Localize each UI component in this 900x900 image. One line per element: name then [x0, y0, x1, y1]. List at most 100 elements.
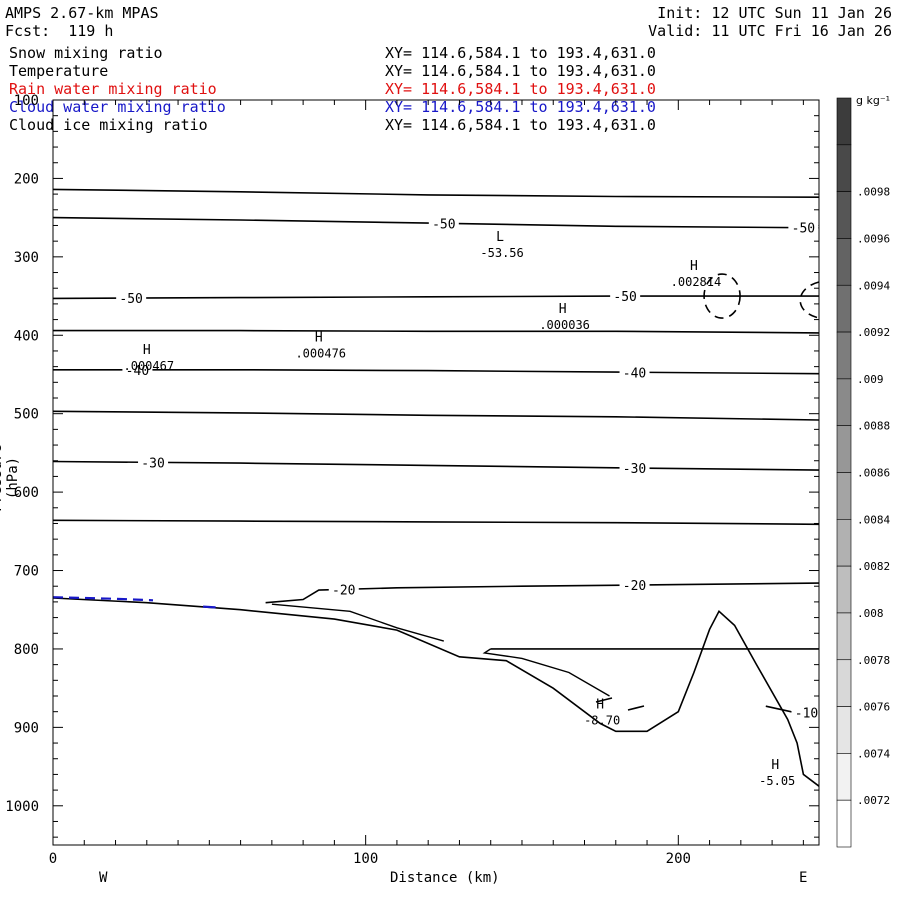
- extremum-value: -8.70: [584, 713, 620, 727]
- init-time: Init: 12 UTC Sun 11 Jan 26: [657, 4, 892, 22]
- extremum-kind: H: [596, 697, 604, 712]
- isotherm-label: -20: [332, 583, 355, 598]
- isotherm-line: [52, 295, 819, 300]
- colorbar-bin: [836, 238, 852, 286]
- colorbar-bin: [836, 706, 852, 754]
- field-xy-range: XY= 114.6,584.1 to 193.4,631.0: [385, 80, 656, 98]
- colorbar-bin: [836, 612, 852, 661]
- colorbar-label: .008: [857, 607, 884, 620]
- y-tick-label: 200: [14, 171, 39, 187]
- y-tick-label: 1000: [5, 799, 39, 815]
- colorbar-label: .0092: [857, 326, 890, 339]
- y-tick-label: 100: [14, 93, 39, 109]
- field-xy-range: XY= 114.6,584.1 to 193.4,631.0: [385, 44, 656, 62]
- mixing-ratio-contours: [52, 273, 820, 711]
- isotherm-label-bg: [122, 361, 153, 378]
- colorbar-label: .0076: [857, 701, 890, 714]
- isotherm-label-bg: [138, 454, 169, 471]
- model-title: AMPS 2.67-km MPAS: [5, 4, 159, 22]
- valid-time: Valid: 11 UTC Fri 16 Jan 26: [648, 22, 892, 40]
- isotherm-line: [52, 188, 820, 198]
- axis-ticks: [52, 99, 819, 845]
- plot-frame: [52, 99, 820, 846]
- colorbar-label: .0072: [857, 794, 890, 807]
- surface-isotherm: [482, 648, 610, 697]
- cloud-water-contour: [203, 605, 216, 609]
- ice-mixing-contour: [799, 281, 820, 319]
- terrain-layer: [52, 597, 820, 787]
- isotherm-label-bg: [619, 577, 650, 594]
- y-tick-label: 600: [14, 485, 39, 501]
- isotherm-label-bg: [610, 288, 641, 305]
- isotherm-label: -20: [623, 579, 646, 594]
- field-name: Cloud ice mixing ratio: [9, 116, 208, 134]
- colorbar-bin: [836, 565, 852, 614]
- isotherm-label: -50: [613, 290, 636, 305]
- isotherm-line: [52, 216, 820, 229]
- extremum-kind: H: [143, 343, 151, 358]
- field-name: Rain water mixing ratio: [9, 80, 217, 98]
- y-tick-label: 800: [14, 642, 39, 658]
- field-name: Cloud water mixing ratio: [9, 98, 226, 116]
- surface-isotherm: [271, 603, 444, 642]
- x-tick-label: 200: [666, 851, 691, 867]
- colorbar-label: .0078: [857, 654, 890, 667]
- y-axis-label: Pressure (hPa): [0, 444, 21, 512]
- cloud-water-contour: [52, 596, 154, 602]
- y-tick-label: 300: [14, 250, 39, 266]
- colorbar-bin: [836, 753, 852, 801]
- isotherm-line: [52, 410, 820, 421]
- extrema-labels: L-53.56H.002814H.000036H.000476H.000467H…: [124, 230, 796, 788]
- field-name: Temperature: [9, 62, 109, 80]
- extremum-value: -53.56: [480, 246, 523, 260]
- colorbar-label: .009: [857, 373, 884, 386]
- field-xy-range: XY= 114.6,584.1 to 193.4,631.0: [385, 98, 656, 116]
- colorbar-label: .0096: [857, 232, 890, 245]
- extremum-value: .000036: [539, 318, 590, 332]
- isotherm-label-bg: [428, 215, 459, 232]
- isotherm-label-bg: [619, 364, 650, 381]
- extremum-kind: L: [496, 230, 504, 245]
- isotherm-line: [52, 460, 820, 471]
- x-right-label: E: [799, 870, 808, 886]
- isotherm-label: -30: [623, 462, 646, 477]
- isotherm-label-bg: [791, 704, 822, 721]
- extremum-kind: H: [315, 330, 323, 345]
- colorbar-label: .0074: [857, 747, 890, 760]
- y-tick-label: 400: [14, 328, 39, 344]
- terrain-line: [52, 597, 820, 787]
- isotherm-label: -40: [623, 366, 646, 381]
- x-tick-label: 0: [49, 851, 57, 867]
- extremum-value: .000467: [124, 359, 175, 373]
- isotherm-label: -10: [795, 707, 818, 722]
- isotherm-label: -50: [119, 292, 142, 307]
- colorbar-bin: [836, 284, 852, 333]
- isotherm-label-bg: [788, 219, 819, 236]
- y-tick-label: 700: [14, 564, 39, 580]
- isotherm-line: [53, 329, 820, 334]
- colorbar: .0098 .0096 .0094 .0092 .009 .0088 .0086 .0084.…: [836, 97, 890, 848]
- isotherm-line: [265, 582, 820, 604]
- colorbar-label: .0084: [857, 513, 890, 526]
- temperature-isotherms: -50 -50 -50 -50 -40 -40 -30 -30 -20 -20 -10: [52, 188, 822, 722]
- colorbar-bin: [836, 799, 852, 848]
- extremum-value: .002814: [671, 275, 722, 289]
- colorbar-unit: g kg⁻¹: [856, 94, 891, 107]
- colorbar-label: .0082: [857, 560, 890, 573]
- colorbar-bin: [836, 519, 852, 567]
- colorbar-bin: [836, 659, 852, 707]
- colorbar-label: .0094: [857, 279, 890, 292]
- extremum-value: .000476: [295, 346, 346, 360]
- isotherm-label: -50: [792, 222, 815, 237]
- isotherm-line: [52, 519, 820, 526]
- colorbar-label: .0088: [857, 420, 890, 433]
- y-tick-label: 500: [14, 407, 39, 423]
- colorbar-bin: [836, 472, 852, 520]
- colorbar-bin: [836, 378, 852, 426]
- colorbar-label: .0098: [857, 186, 890, 199]
- colorbar-bin: [836, 425, 852, 473]
- isotherm-label-bg: [116, 290, 147, 307]
- colorbar-bin: [836, 191, 852, 239]
- snow-mixing-contour: [595, 697, 645, 711]
